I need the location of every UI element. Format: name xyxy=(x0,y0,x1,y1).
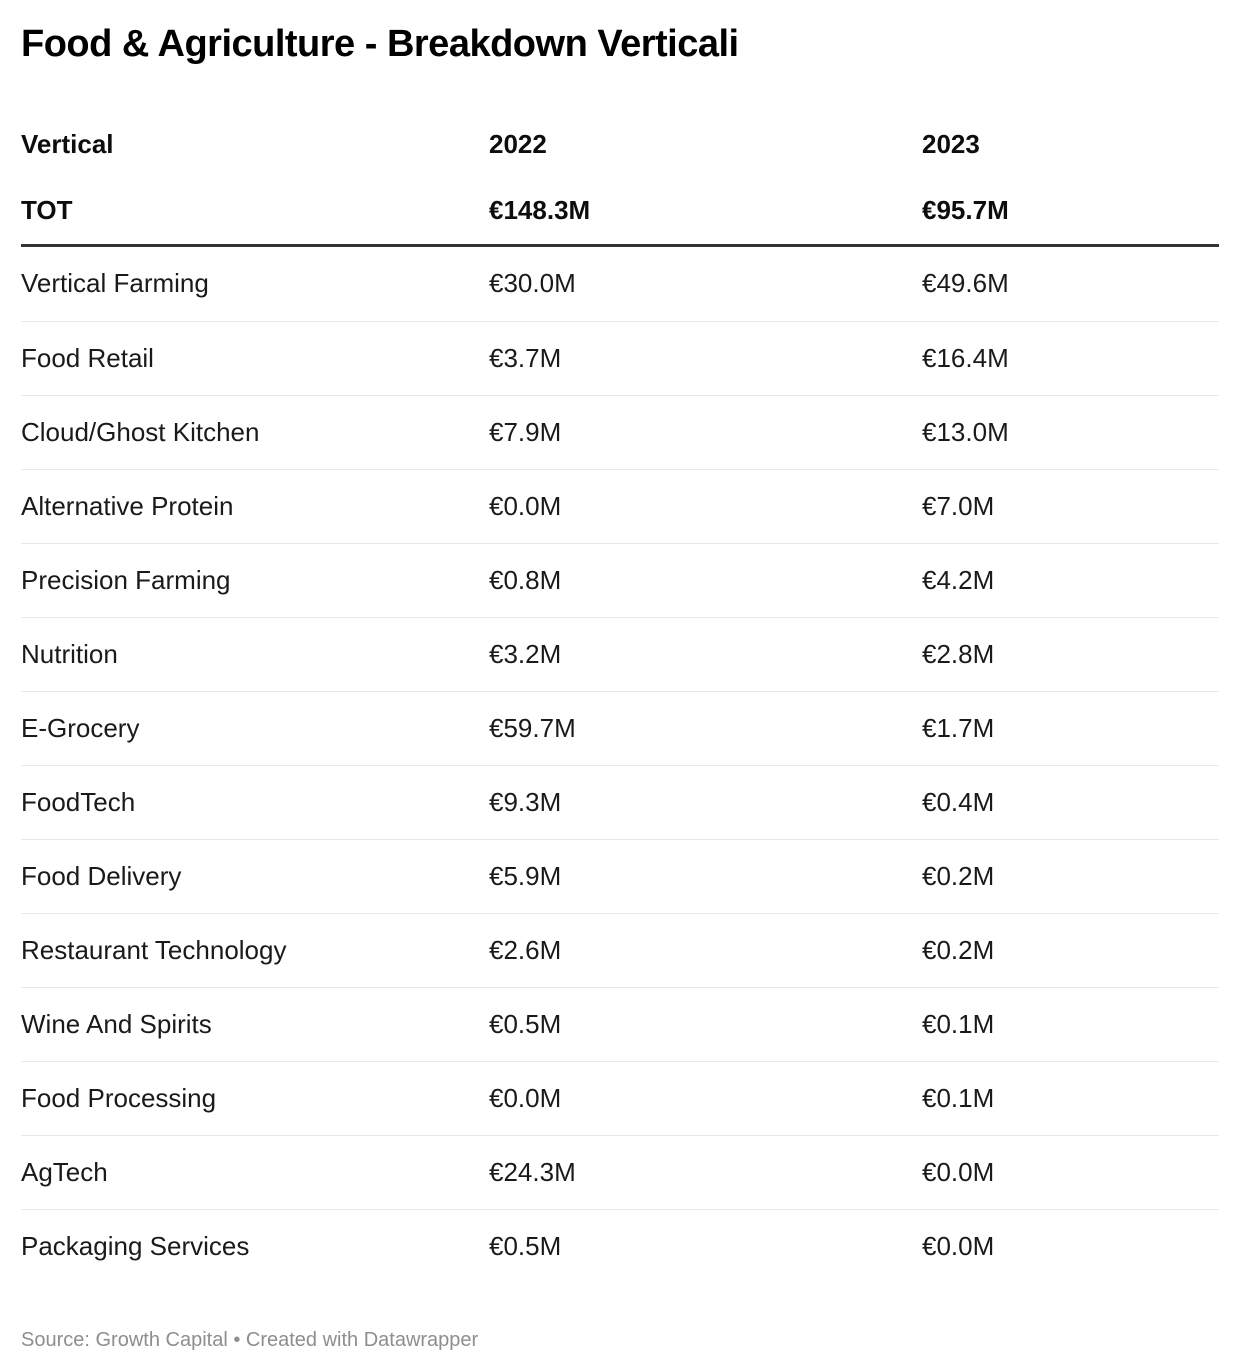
row-value-2023: €16.4M xyxy=(922,342,1009,373)
row-value-2022: €0.0M xyxy=(489,490,562,521)
row-value-2023: €2.8M xyxy=(922,638,995,669)
table-row: Food Delivery €5.9M €0.2M xyxy=(21,838,1219,913)
row-value-2022: €0.5M xyxy=(489,1230,562,1261)
table-row: Restaurant Technology €2.6M €0.2M xyxy=(21,912,1219,987)
row-label: Packaging Services xyxy=(21,1230,250,1261)
table-row: Packaging Services €0.5M €0.0M xyxy=(21,1208,1219,1283)
page-title: Food & Agriculture - Breakdown Verticali xyxy=(21,23,739,65)
row-value-2023: €4.2M xyxy=(922,564,995,595)
row-label: Cloud/Ghost Kitchen xyxy=(21,416,260,447)
row-value-2022: €30.0M xyxy=(489,268,576,299)
row-label: FoodTech xyxy=(21,786,136,817)
data-table: Vertical 2022 2023 TOT €148.3M €95.7M Ve… xyxy=(21,112,1219,1283)
row-value-2022: €5.9M xyxy=(489,860,562,891)
row-value-2023: €0.2M xyxy=(922,934,995,965)
row-label: Vertical Farming xyxy=(21,268,209,299)
column-header-2023: 2023 xyxy=(922,129,980,160)
row-value-2022: €9.3M xyxy=(489,786,562,817)
column-header-2022: 2022 xyxy=(489,129,547,160)
row-label: Food Retail xyxy=(21,342,154,373)
table-row: Food Retail €3.7M €16.4M xyxy=(21,320,1219,395)
table-row: Precision Farming €0.8M €4.2M xyxy=(21,542,1219,617)
row-value-2023: €0.2M xyxy=(922,860,995,891)
row-value-2023: €0.4M xyxy=(922,786,995,817)
table-row: Food Processing €0.0M €0.1M xyxy=(21,1060,1219,1135)
row-value-2023: €13.0M xyxy=(922,416,1009,447)
total-value-2022: €148.3M xyxy=(489,195,591,226)
row-value-2023: €49.6M xyxy=(922,268,1009,299)
total-label: TOT xyxy=(21,195,73,226)
table-row: AgTech €24.3M €0.0M xyxy=(21,1134,1219,1209)
row-label: Food Delivery xyxy=(21,860,182,891)
column-header-vertical: Vertical xyxy=(21,129,114,160)
row-value-2023: €0.0M xyxy=(922,1156,995,1187)
row-value-2023: €0.1M xyxy=(922,1082,995,1113)
total-value-2023: €95.7M xyxy=(922,195,1009,226)
table-row: Cloud/Ghost Kitchen €7.9M €13.0M xyxy=(21,394,1219,469)
row-label: Wine And Spirits xyxy=(21,1008,212,1039)
table-row: FoodTech €9.3M €0.4M xyxy=(21,764,1219,839)
header-row: Vertical 2022 2023 xyxy=(21,112,1219,178)
row-label: AgTech xyxy=(21,1156,108,1187)
row-value-2022: €2.6M xyxy=(489,934,562,965)
row-label: Alternative Protein xyxy=(21,490,234,521)
table-header: Vertical 2022 2023 TOT €148.3M €95.7M xyxy=(21,112,1219,247)
table-row: Vertical Farming €30.0M €49.6M xyxy=(21,247,1219,321)
row-value-2023: €1.7M xyxy=(922,712,995,743)
table-body: Vertical Farming €30.0M €49.6M Food Reta… xyxy=(21,247,1219,1283)
row-value-2023: €7.0M xyxy=(922,490,995,521)
source-attribution: Source: Growth Capital • Created with Da… xyxy=(21,1329,479,1351)
row-value-2022: €59.7M xyxy=(489,712,576,743)
row-label: E-Grocery xyxy=(21,712,140,743)
row-value-2022: €0.8M xyxy=(489,564,562,595)
table-row: Alternative Protein €0.0M €7.0M xyxy=(21,468,1219,543)
row-value-2022: €0.5M xyxy=(489,1008,562,1039)
row-label: Food Processing xyxy=(21,1082,217,1113)
row-label: Nutrition xyxy=(21,638,118,669)
table-row: Nutrition €3.2M €2.8M xyxy=(21,616,1219,691)
row-value-2023: €0.0M xyxy=(922,1230,995,1261)
row-label: Precision Farming xyxy=(21,564,231,595)
row-value-2022: €7.9M xyxy=(489,416,562,447)
row-value-2023: €0.1M xyxy=(922,1008,995,1039)
total-row: TOT €148.3M €95.7M xyxy=(21,178,1219,244)
row-value-2022: €0.0M xyxy=(489,1082,562,1113)
table-row: Wine And Spirits €0.5M €0.1M xyxy=(21,986,1219,1061)
row-value-2022: €24.3M xyxy=(489,1156,576,1187)
row-value-2022: €3.2M xyxy=(489,638,562,669)
table-row: E-Grocery €59.7M €1.7M xyxy=(21,690,1219,765)
row-value-2022: €3.7M xyxy=(489,342,562,373)
row-label: Restaurant Technology xyxy=(21,934,287,965)
